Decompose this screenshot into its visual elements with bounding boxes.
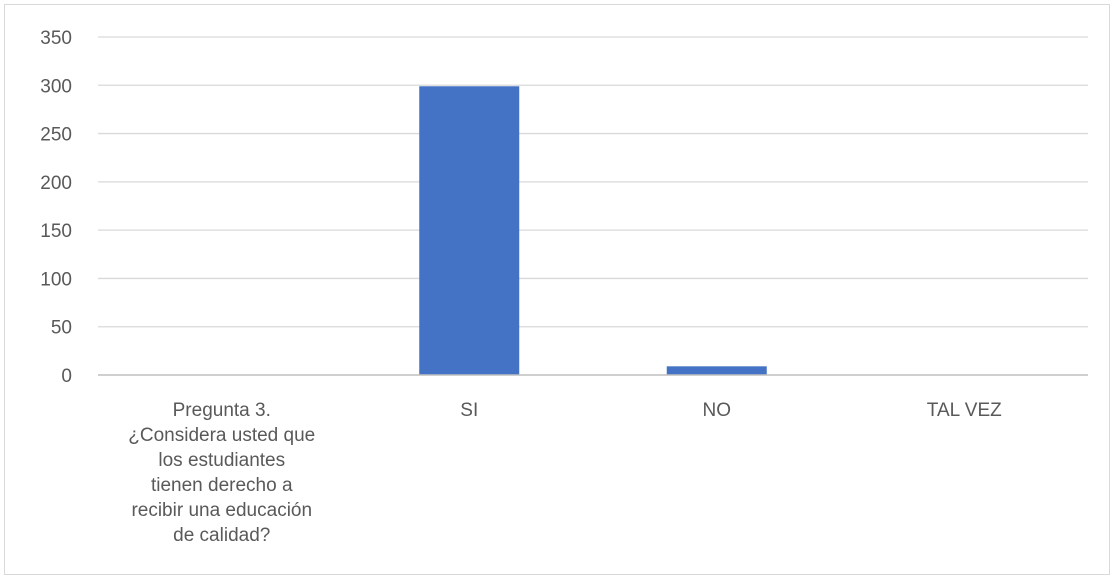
x-tick-label-line: NO <box>703 400 732 421</box>
x-tick-label: TAL VEZ <box>927 400 1002 421</box>
x-tick-label-line: ¿Considera usted que <box>128 425 315 446</box>
y-tick-label: 300 <box>40 76 72 97</box>
y-tick-label: 50 <box>51 318 72 339</box>
x-tick-label: NO <box>703 400 732 421</box>
bar-si <box>419 86 520 375</box>
x-tick-label-line: TAL VEZ <box>927 400 1002 421</box>
chart-frame <box>4 4 1110 575</box>
gridlines <box>98 36 1088 328</box>
y-tick-label: 200 <box>40 173 72 194</box>
x-tick-label: Pregunta 3. ¿Considera usted que los estud… <box>128 400 315 546</box>
x-tick-label-line: tienen derecho a <box>151 475 293 496</box>
y-tick-label: 0 <box>61 366 72 387</box>
y-tick-label: 150 <box>40 221 72 242</box>
x-tick-label: SI <box>460 400 478 421</box>
x-tick-label-line: Pregunta 3. <box>173 400 271 421</box>
y-tick-label: 250 <box>40 125 72 146</box>
x-tick-label-line: recibir una educación <box>131 500 312 521</box>
x-tick-label-line: de calidad? <box>173 525 270 546</box>
x-tick-label-line: SI <box>460 400 478 421</box>
y-tick-label: 350 <box>40 28 72 49</box>
y-axis-ticks: 0 50 100 150 200 250 300 350 <box>40 28 72 387</box>
bar-no <box>666 366 767 375</box>
y-tick-label: 100 <box>40 269 72 290</box>
x-axis-labels: Pregunta 3. ¿Considera usted que los estud… <box>128 400 1002 546</box>
x-tick-label-line: los estudiantes <box>158 450 285 471</box>
bars <box>419 86 767 375</box>
